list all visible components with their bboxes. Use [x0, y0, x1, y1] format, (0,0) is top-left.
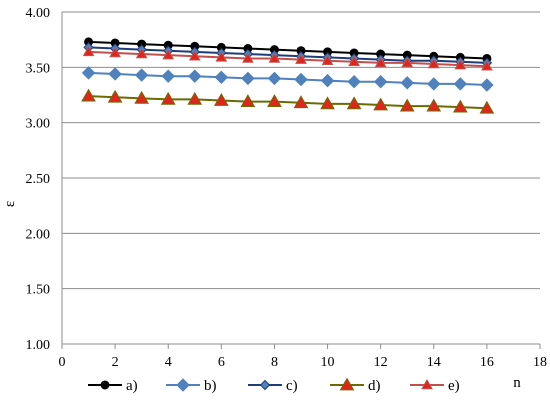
- data-point: [452, 99, 468, 113]
- data-point: [268, 52, 281, 63]
- data-point: [188, 50, 201, 61]
- series-5: [82, 45, 493, 71]
- data-point: [134, 68, 149, 82]
- data-point: [399, 98, 415, 112]
- y-tick-label: 3.50: [26, 61, 51, 76]
- series-2: [81, 66, 494, 92]
- x-tick-label: 12: [374, 355, 388, 370]
- series-4: [81, 88, 495, 114]
- x-tick-label: 8: [271, 355, 278, 370]
- data-point: [267, 94, 282, 108]
- data-point: [348, 55, 360, 67]
- series-line: [88, 50, 487, 68]
- x-tick-label: 14: [427, 355, 441, 370]
- data-point: [242, 52, 254, 63]
- legend-item-1: a): [88, 378, 138, 394]
- grid-lines: [62, 11, 540, 345]
- data-point: [321, 54, 334, 65]
- data-point: [481, 60, 493, 71]
- legend-label: c): [286, 378, 298, 394]
- data-point: [214, 70, 229, 85]
- legend-swatch-marker: [100, 380, 110, 390]
- data-point: [162, 49, 175, 60]
- legend-item-5: e): [410, 378, 460, 394]
- data-point: [401, 56, 414, 68]
- data-point: [240, 94, 256, 108]
- data-point: [82, 45, 95, 57]
- data-point: [295, 53, 307, 64]
- data-point: [480, 78, 494, 92]
- data-series: [81, 37, 495, 114]
- data-point: [109, 46, 121, 58]
- data-point: [213, 93, 229, 106]
- data-point: [81, 88, 96, 102]
- tick-labels: 1.00 1.50 2.00 2.50 3.00 3.50 4.00 0 2 4 6 8 10 12 14 1…: [26, 6, 548, 370]
- data-point: [373, 75, 388, 89]
- data-point: [454, 59, 467, 70]
- y-axis-label: ε: [2, 201, 18, 207]
- legend-swatch-marker: [259, 379, 271, 391]
- x-tick-label: 16: [480, 355, 494, 370]
- legend-item-3: c): [248, 378, 298, 394]
- legend-swatch-marker: [339, 377, 355, 391]
- x-tick-label: 6: [218, 355, 225, 370]
- x-tick-label: 18: [533, 355, 547, 370]
- legend-item-2: b): [166, 378, 217, 394]
- data-point: [293, 95, 309, 109]
- data-point: [241, 71, 255, 86]
- y-tick-label: 1.50: [26, 283, 51, 298]
- y-tick-label: 4.00: [26, 6, 51, 21]
- data-point: [108, 67, 122, 81]
- data-point: [426, 98, 442, 112]
- data-point: [107, 89, 123, 103]
- data-point: [346, 96, 362, 110]
- data-point: [81, 66, 96, 80]
- series-line: [88, 46, 487, 64]
- data-point: [187, 91, 203, 105]
- y-tick-label: 1.00: [26, 338, 51, 353]
- data-point: [427, 58, 440, 69]
- legend-swatch-marker: [421, 378, 433, 390]
- data-point: [453, 77, 468, 91]
- data-point: [427, 77, 441, 91]
- legend-label: d): [368, 378, 381, 394]
- series-line: [88, 95, 487, 110]
- data-point: [267, 71, 282, 86]
- series-line: [88, 40, 487, 60]
- data-point: [347, 75, 361, 89]
- legend-item-4: d): [330, 377, 381, 394]
- data-point: [161, 69, 175, 83]
- x-tick-label: 4: [165, 355, 172, 370]
- data-point: [400, 76, 414, 90]
- legend-swatch-marker: [176, 378, 190, 392]
- x-tick-label: 2: [112, 355, 119, 370]
- x-tick-label: 10: [321, 355, 335, 370]
- legend-label: a): [126, 378, 138, 394]
- data-point: [373, 97, 389, 111]
- data-point: [374, 56, 387, 68]
- data-point: [320, 73, 335, 88]
- legend: a) b) c) d) e): [88, 377, 460, 394]
- x-axis-label: n: [513, 375, 521, 391]
- y-tick-label: 2.00: [26, 227, 51, 242]
- data-point: [160, 91, 176, 105]
- legend-label: b): [204, 378, 217, 394]
- data-point: [188, 69, 202, 83]
- data-point: [320, 96, 335, 110]
- y-tick-label: 2.50: [26, 172, 51, 187]
- data-point: [479, 100, 495, 114]
- data-point: [135, 48, 148, 59]
- axes: [61, 12, 541, 349]
- data-point: [294, 72, 308, 87]
- data-point: [215, 51, 228, 62]
- y-tick-label: 3.00: [26, 117, 51, 132]
- legend-label: e): [448, 378, 460, 394]
- series-line: [88, 71, 487, 87]
- data-point: [134, 90, 150, 104]
- x-tick-label: 0: [59, 355, 66, 370]
